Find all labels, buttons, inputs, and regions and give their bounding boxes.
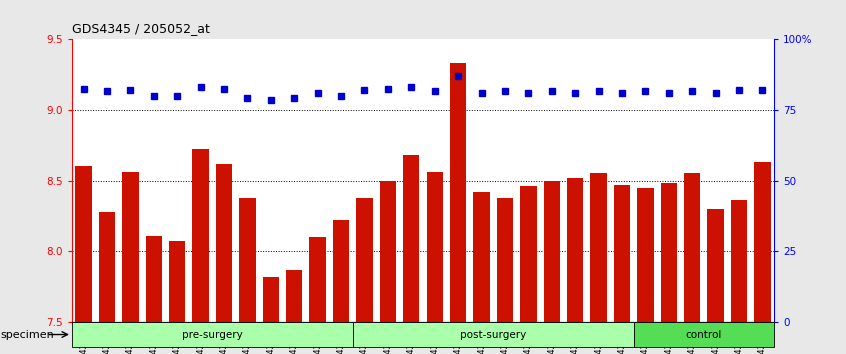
FancyBboxPatch shape	[72, 322, 353, 347]
Bar	[543, 181, 560, 322]
Bar	[239, 198, 255, 322]
Bar	[403, 155, 420, 322]
Bar	[473, 192, 490, 322]
Bar	[591, 173, 607, 322]
Text: post-surgery: post-surgery	[460, 330, 526, 339]
Text: control: control	[686, 330, 722, 339]
Bar	[332, 220, 349, 322]
Bar	[286, 270, 303, 322]
Text: specimen: specimen	[0, 330, 54, 339]
Text: GDS4345 / 205052_at: GDS4345 / 205052_at	[72, 22, 210, 35]
Bar	[216, 164, 233, 322]
Bar	[426, 172, 443, 322]
Bar	[122, 172, 139, 322]
Bar	[613, 185, 630, 322]
Bar	[754, 162, 771, 322]
Text: pre-surgery: pre-surgery	[182, 330, 243, 339]
FancyBboxPatch shape	[353, 322, 634, 347]
FancyBboxPatch shape	[634, 322, 774, 347]
Bar	[450, 63, 466, 322]
Bar	[262, 277, 279, 322]
Bar	[192, 149, 209, 322]
Bar	[146, 236, 162, 322]
Bar	[356, 198, 373, 322]
Bar	[637, 188, 654, 322]
Bar	[731, 200, 747, 322]
Bar	[169, 241, 185, 322]
Bar	[520, 186, 536, 322]
Bar	[75, 166, 92, 322]
Bar	[661, 183, 677, 322]
Bar	[567, 178, 584, 322]
Bar	[99, 212, 115, 322]
Bar	[380, 181, 396, 322]
Bar	[310, 237, 326, 322]
Bar	[707, 209, 724, 322]
Bar	[684, 173, 700, 322]
Bar	[497, 198, 514, 322]
